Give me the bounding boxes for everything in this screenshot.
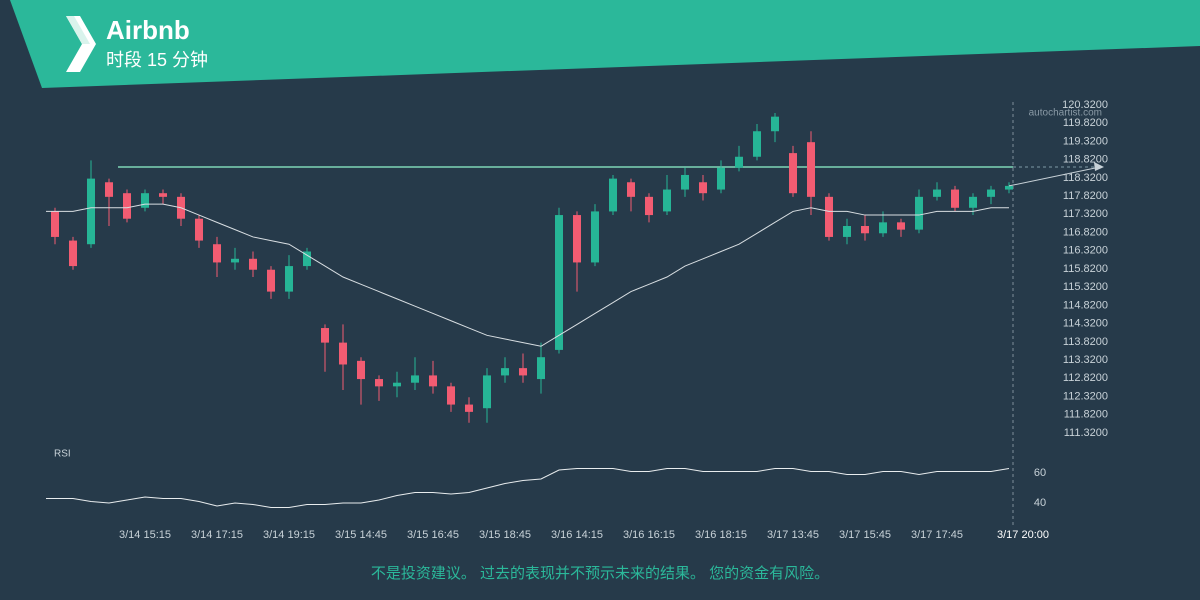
candle-body — [897, 222, 905, 230]
x-tick-label: 3/14 15:15 — [119, 529, 171, 541]
candle-body — [429, 375, 437, 387]
forecast-arrowhead — [1094, 161, 1104, 171]
candle-body — [267, 269, 275, 292]
candle-body — [753, 131, 761, 157]
candle-body — [843, 225, 851, 237]
candle-body — [951, 189, 959, 208]
rsi-tick-label: 40 — [1034, 497, 1046, 509]
candle-body — [663, 189, 671, 212]
disclaimer: 不是投资建议。 过去的表现并不预示未来的结果。 您的资金有风险。 — [371, 565, 829, 582]
candle-body — [789, 153, 797, 194]
candle-body — [51, 211, 59, 237]
x-tick-label: 3/16 16:15 — [623, 529, 675, 541]
candle-body — [303, 251, 311, 267]
candle-body — [339, 342, 347, 365]
candle-body — [123, 193, 131, 219]
x-tick-label: 3/15 16:45 — [407, 529, 459, 541]
header-band — [10, 0, 1200, 88]
candle-body — [483, 375, 491, 409]
candle-body — [285, 266, 293, 292]
rsi-label: RSI — [54, 449, 71, 460]
candle-body — [537, 357, 545, 380]
candle-body — [609, 178, 617, 212]
candle-body — [555, 215, 563, 350]
candle-body — [933, 189, 941, 197]
candle-body — [879, 222, 887, 234]
y-tick-label: 115.3200 — [1063, 281, 1108, 293]
chart-title: Airbnb — [106, 15, 190, 45]
rsi-tick-label: 60 — [1034, 467, 1046, 479]
forecast-arrow — [1008, 166, 1101, 187]
y-tick-label: 118.8200 — [1063, 154, 1108, 166]
candle-body — [393, 382, 401, 387]
candle-body — [969, 196, 977, 208]
y-tick-label: 119.3200 — [1063, 135, 1108, 147]
candle-body — [1005, 185, 1013, 190]
y-tick-label: 111.8200 — [1064, 409, 1108, 421]
x-tick-label: 3/15 14:45 — [335, 529, 387, 541]
candle-body — [249, 258, 257, 270]
x-tick-label: 3/15 18:45 — [479, 529, 531, 541]
candle-body — [807, 142, 815, 197]
y-tick-label: 116.3200 — [1063, 245, 1108, 257]
x-tick-label: 3/14 17:15 — [191, 529, 243, 541]
y-tick-label: 112.8200 — [1063, 372, 1108, 384]
y-tick-label: 117.3200 — [1063, 208, 1108, 220]
candle-body — [645, 196, 653, 216]
candle-body — [717, 167, 725, 190]
candle-body — [141, 193, 149, 208]
rsi-line — [46, 468, 1010, 508]
x-tick-label: 3/14 19:15 — [263, 529, 315, 541]
candle-body — [411, 375, 419, 383]
y-tick-label: 114.8200 — [1063, 299, 1108, 311]
candle-body — [861, 225, 869, 234]
candle-body — [771, 116, 779, 132]
candle-body — [231, 258, 239, 263]
candle-body — [573, 215, 581, 263]
candle-body — [501, 368, 509, 376]
y-tick-label: 111.3200 — [1064, 427, 1108, 439]
x-tick-label: 3/17 17:45 — [911, 529, 963, 541]
candle-body — [195, 218, 203, 241]
candle-body — [105, 182, 113, 197]
candle-body — [627, 182, 635, 197]
candle-body — [69, 240, 77, 267]
candle-body — [699, 182, 707, 194]
candle-body — [591, 211, 599, 263]
moving-average — [46, 203, 1009, 347]
candle-body — [465, 404, 473, 412]
candle-body — [735, 156, 743, 168]
x-tick-label: 3/17 13:45 — [767, 529, 819, 541]
y-tick-label: 115.8200 — [1063, 263, 1108, 275]
chart-subtitle: 时段 15 分钟 — [106, 50, 208, 70]
x-tick-label: 3/17 20:00 — [997, 529, 1049, 541]
candle-body — [213, 244, 221, 263]
y-tick-label: 117.8200 — [1063, 190, 1108, 202]
candle-body — [825, 196, 833, 237]
y-tick-label: 113.8200 — [1063, 336, 1108, 348]
logo-shade — [66, 16, 90, 44]
candle-body — [987, 189, 995, 197]
x-tick-label: 3/16 18:15 — [695, 529, 747, 541]
x-tick-label: 3/17 15:45 — [839, 529, 891, 541]
y-tick-label: 113.3200 — [1063, 354, 1108, 366]
y-tick-label: 114.3200 — [1063, 318, 1108, 330]
candle-body — [87, 178, 95, 245]
y-tick-label: 118.3200 — [1063, 172, 1108, 184]
y-tick-label: 119.8200 — [1063, 117, 1108, 129]
candle-body — [357, 360, 365, 380]
watermark: autochartist.com — [1029, 108, 1102, 119]
candle-body — [159, 193, 167, 197]
y-tick-label: 116.8200 — [1063, 226, 1108, 238]
y-tick-label: 120.3200 — [1062, 99, 1108, 111]
candle-body — [915, 196, 923, 230]
candle-body — [321, 328, 329, 343]
candle-body — [681, 174, 689, 190]
y-tick-label: 112.3200 — [1063, 390, 1108, 402]
candle-body — [519, 368, 527, 376]
x-tick-label: 3/16 14:15 — [551, 529, 603, 541]
candle-body — [447, 386, 455, 405]
candle-body — [375, 379, 383, 387]
